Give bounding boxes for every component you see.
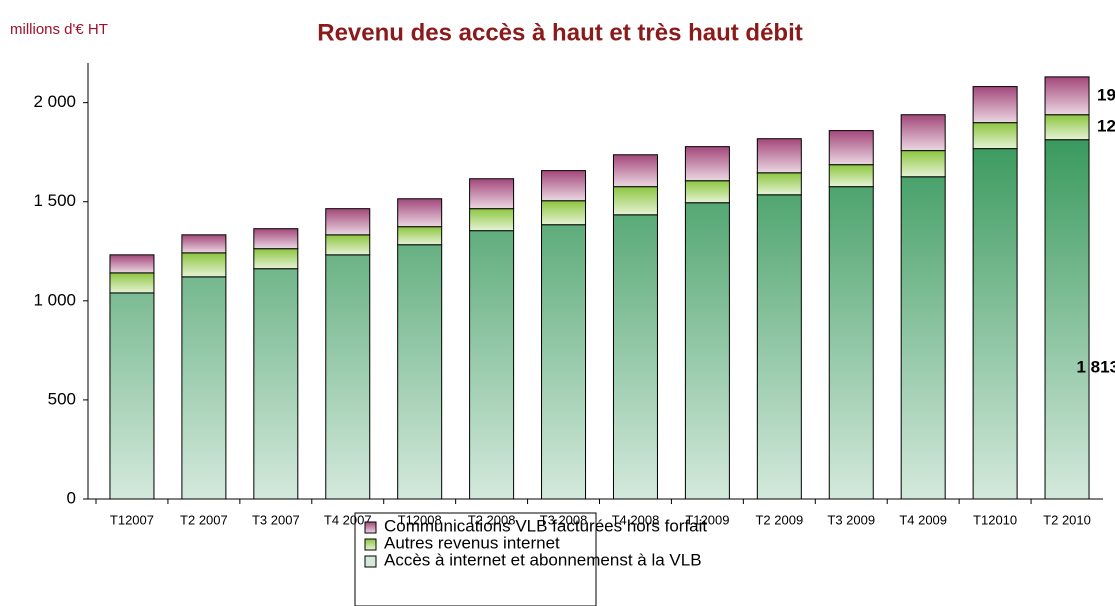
bar-segment bbox=[756, 172, 802, 196]
bar-segment bbox=[972, 122, 1018, 150]
bar-segment bbox=[612, 154, 658, 188]
y-tick-label: 500 bbox=[48, 389, 76, 408]
x-tick-label: T4 2007 bbox=[324, 512, 372, 527]
bar-segment bbox=[828, 186, 874, 500]
legend-label: Communications VLB facturées hors forfai… bbox=[384, 516, 707, 535]
x-tick-label: T4 2008 bbox=[612, 512, 660, 527]
bar-segment bbox=[1044, 114, 1090, 141]
bar-segment bbox=[469, 178, 515, 210]
legend-label: Accès à internet et abonnemenst à la VLB bbox=[384, 550, 702, 569]
bar-segment bbox=[541, 224, 587, 500]
bar-segment bbox=[253, 228, 299, 250]
x-tick-label: T4 2009 bbox=[899, 512, 947, 527]
x-tick-label: T12009 bbox=[685, 512, 729, 527]
bar-segment bbox=[325, 234, 371, 256]
x-tick-label: T2 2008 bbox=[468, 512, 516, 527]
bar-segment bbox=[253, 268, 299, 500]
x-tick-label: T3 2007 bbox=[252, 512, 300, 527]
x-tick-label: T3 2008 bbox=[540, 512, 588, 527]
bar-segment bbox=[469, 208, 515, 232]
chart-title: Revenu des accès à haut et très haut déb… bbox=[317, 19, 803, 46]
bar-segment bbox=[1044, 139, 1090, 500]
x-tick-label: T12007 bbox=[110, 512, 154, 527]
y-tick-label: 0 bbox=[67, 488, 76, 507]
bar-segment bbox=[181, 252, 227, 278]
x-tick-label: T3 2009 bbox=[827, 512, 875, 527]
bar-segment bbox=[253, 248, 299, 270]
value-label: 126 bbox=[1097, 117, 1115, 136]
x-tick-label: T2 2007 bbox=[180, 512, 228, 527]
legend-label: Autres revenus internet bbox=[384, 533, 560, 552]
bar-segment bbox=[325, 254, 371, 500]
bar-segment bbox=[541, 170, 587, 202]
y-tick-label: 1 000 bbox=[33, 290, 76, 309]
bar-segment bbox=[828, 130, 874, 166]
legend-box bbox=[354, 512, 597, 606]
bar-segment bbox=[612, 186, 658, 216]
bar-segment bbox=[325, 208, 371, 236]
bar-segment bbox=[972, 148, 1018, 500]
bar-segment bbox=[109, 292, 155, 500]
unit-label: millions d'€ HT bbox=[10, 21, 108, 38]
value-label: 1 813 bbox=[1076, 358, 1115, 377]
bar-segment bbox=[469, 230, 515, 500]
bar-segment bbox=[900, 114, 946, 152]
bar-segment bbox=[541, 200, 587, 226]
bar-segment bbox=[109, 254, 155, 274]
bar-segment bbox=[181, 276, 227, 500]
bar-segment bbox=[684, 180, 730, 204]
legend-swatch bbox=[364, 521, 377, 534]
x-tick-label: T2 2010 bbox=[1043, 512, 1091, 527]
y-tick-label: 2 000 bbox=[33, 92, 76, 111]
bar-segment bbox=[828, 164, 874, 188]
bar-segment bbox=[109, 272, 155, 294]
x-tick-label: T12010 bbox=[973, 512, 1017, 527]
value-label: 191 bbox=[1097, 85, 1115, 104]
x-tick-label: T2 2009 bbox=[755, 512, 803, 527]
bar-segment bbox=[612, 214, 658, 500]
bar-segment bbox=[1044, 76, 1090, 116]
bar-segment bbox=[397, 226, 443, 246]
bar-segment bbox=[900, 150, 946, 178]
y-tick-label: 1 500 bbox=[33, 191, 76, 210]
bar-segment bbox=[756, 194, 802, 500]
bar-segment bbox=[397, 198, 443, 228]
bar-segment bbox=[684, 146, 730, 182]
x-tick-label: T12008 bbox=[398, 512, 442, 527]
bar-segment bbox=[684, 202, 730, 500]
bar-segment bbox=[756, 138, 802, 174]
bar-segment bbox=[972, 86, 1018, 124]
bar-segment bbox=[181, 234, 227, 254]
legend-swatch bbox=[364, 555, 377, 568]
legend-swatch bbox=[364, 538, 377, 551]
bar-segment bbox=[397, 244, 443, 500]
bar-segment bbox=[900, 176, 946, 500]
